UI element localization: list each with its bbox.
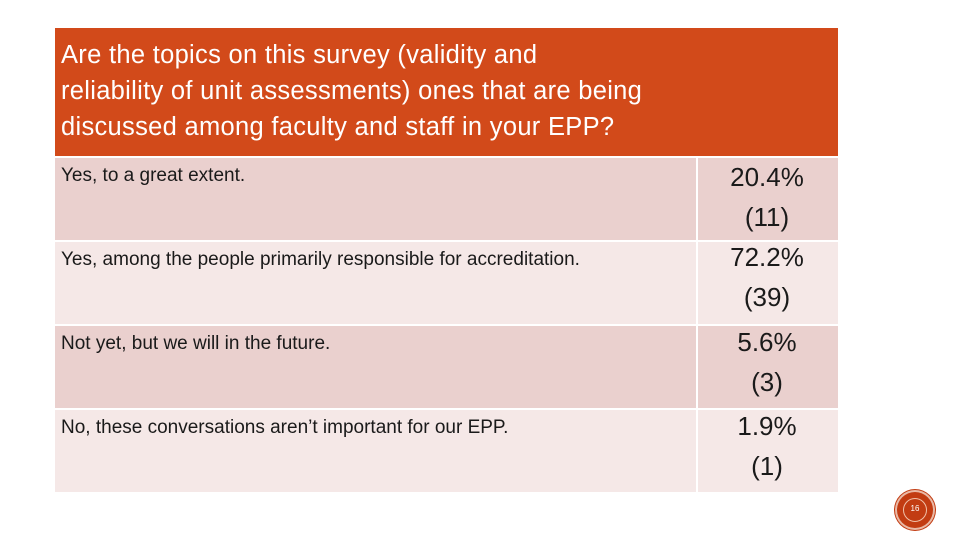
question-line-3: discussed among faculty and staff in you…	[61, 113, 615, 141]
column-divider	[696, 410, 698, 492]
option-label: Not yet, but we will in the future.	[61, 333, 331, 354]
percent-value: 20.4%	[730, 162, 804, 192]
question-line-2: reliability of unit assessments) ones th…	[61, 77, 643, 105]
column-divider	[696, 242, 698, 324]
badge-ring	[903, 498, 927, 522]
option-row-great-extent: Yes, to a great extent.	[55, 156, 838, 240]
option-label: No, these conversations aren’t important…	[61, 417, 509, 438]
question-line-1: Are the topics on this survey (validity …	[61, 41, 538, 69]
percent-value: 5.6%	[737, 327, 797, 357]
percent-value: 1.9%	[737, 411, 797, 441]
page-number-badge: 16	[897, 492, 933, 528]
page-number: 16	[910, 504, 920, 513]
option-row-accreditation: Yes, among the people primarily responsi…	[55, 240, 838, 324]
count-value: (11)	[744, 202, 790, 232]
count-value: (39)	[743, 282, 791, 312]
survey-table: Are the topics on this survey (validity …	[55, 28, 838, 492]
count-value: (3)	[751, 367, 783, 397]
option-row-not-important: No, these conversations aren’t important…	[55, 408, 838, 492]
option-label: Yes, among the people primarily responsi…	[61, 249, 580, 270]
question-header: Are the topics on this survey (validity …	[55, 28, 838, 156]
column-divider	[696, 326, 698, 408]
option-label: Yes, to a great extent.	[61, 165, 246, 186]
percent-value: 72.2%	[730, 242, 804, 272]
column-divider	[696, 158, 698, 240]
count-value: (1)	[751, 451, 783, 481]
results-column: 20.4% (11) 72.2% (39) 5.6% (3) 1.9% (1)	[696, 156, 838, 492]
option-row-future: Not yet, but we will in the future.	[55, 324, 838, 408]
